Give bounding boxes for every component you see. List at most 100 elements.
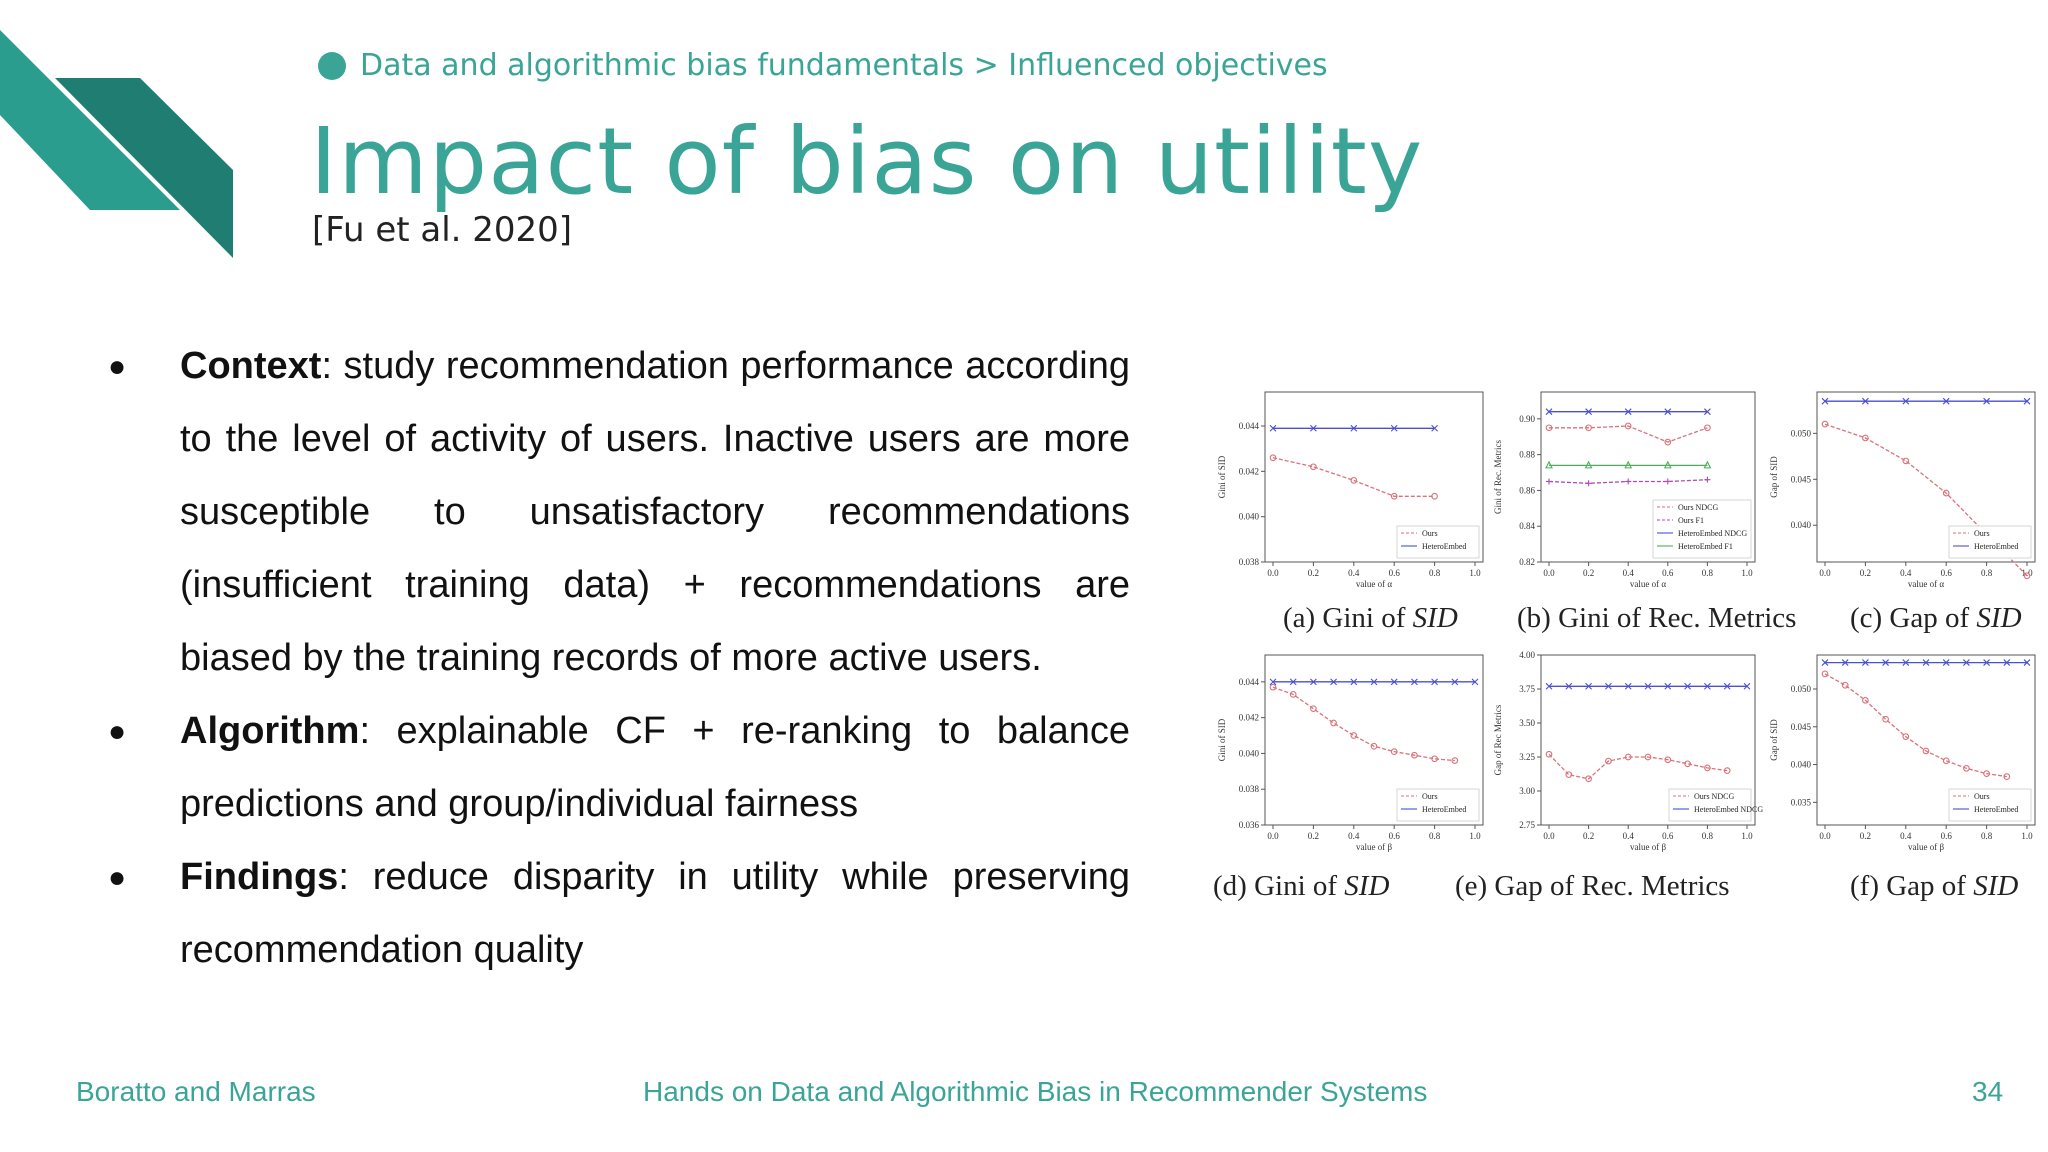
bullet-text: : reduce disparity in utility while pres… — [180, 856, 1130, 971]
x-tick-label: 0.8 — [1981, 568, 1993, 578]
data-point — [1584, 460, 1593, 469]
data-point — [1624, 460, 1633, 469]
y-tick-label: 0.036 — [1239, 820, 1260, 830]
page-title: Impact of bias on utility — [310, 108, 1424, 215]
bullet-head: Context — [180, 345, 322, 387]
legend-box — [1396, 788, 1480, 822]
data-point — [1350, 678, 1358, 686]
legend-label: Ours NDCG — [1694, 792, 1734, 801]
data-point — [1545, 682, 1553, 690]
x-tick-label: 0.6 — [1389, 831, 1401, 841]
data-point — [1289, 678, 1297, 686]
data-point — [1983, 659, 1990, 666]
series-line — [1549, 425, 1708, 443]
y-tick-label: 0.045 — [1791, 722, 1812, 732]
data-point — [1269, 454, 1277, 462]
data-point — [1983, 397, 1990, 405]
data-point — [1390, 748, 1398, 755]
legend-label: HeteroEmbed F1 — [1678, 542, 1733, 551]
data-point — [1942, 489, 1950, 497]
y-tick-label: 0.82 — [1519, 557, 1535, 567]
caption-f: (f) Gap of SID — [1850, 870, 2019, 902]
x-tick-label: 0.4 — [1900, 831, 1912, 841]
legend-box — [1668, 788, 1752, 822]
legend-label: HeteroEmbed NDCG — [1694, 805, 1763, 814]
data-point — [1411, 678, 1418, 686]
data-point — [1350, 424, 1358, 432]
y-tick-label: 0.044 — [1239, 421, 1260, 431]
chart-panel-0: 0.038 0.040 0.042 0.044 0.0 0.2 0.4 0.6 0.8 1.0 va… — [1217, 391, 1484, 589]
chart-panels: 0.038 0.040 0.042 0.044 0.0 0.2 0.4 0.6 0.8 1.0 va… — [1217, 391, 2036, 852]
breadcrumb-text: Data and algorithmic bias fundamentals >… — [360, 48, 1328, 83]
y-tick-label: 0.86 — [1519, 485, 1535, 495]
y-tick-label: 0.040 — [1239, 512, 1260, 522]
x-tick-label: 0.6 — [1941, 831, 1953, 841]
series-line — [1824, 423, 2028, 577]
citation: [Fu et al. 2020] — [312, 210, 573, 250]
x-tick-label: 0.2 — [1860, 831, 1871, 841]
y-tick-label: 4.00 — [1519, 650, 1535, 660]
data-point — [1644, 682, 1652, 690]
x-tick-label: 1.0 — [1741, 568, 1753, 578]
data-point — [1310, 678, 1317, 686]
data-point — [1330, 719, 1337, 727]
y-tick-label: 0.050 — [1791, 684, 1812, 694]
chart-panel-5: 0.035 0.040 0.045 0.050 0.0 0.2 0.4 0.6 0.8 1.0 va… — [1769, 654, 2036, 852]
data-point — [1330, 678, 1337, 686]
data-point — [1624, 422, 1632, 430]
caption-e: (e) Gap of Rec. Metrics — [1455, 870, 1730, 902]
y-tick-label: 0.050 — [1791, 428, 1812, 438]
bullet-text: : explainable CF + re-ranking to balance… — [180, 710, 1130, 825]
data-point — [1310, 705, 1317, 713]
bullet-head: Algorithm — [180, 710, 360, 752]
legend-label: Ours F1 — [1678, 516, 1704, 525]
data-point — [1664, 756, 1672, 764]
x-tick-label: 0.0 — [1543, 568, 1555, 578]
data-point — [1605, 757, 1612, 765]
data-point — [1565, 682, 1573, 690]
x-tick-label: 1.0 — [2021, 831, 2033, 841]
legend-label: Ours — [1974, 529, 1990, 538]
bullet-findings: ● Findings: reduce disparity in utility … — [100, 841, 1130, 987]
x-axis-label: value of α — [1630, 579, 1666, 589]
x-tick-label: 0.0 — [1267, 831, 1279, 841]
data-point — [1269, 424, 1277, 432]
legend-label: HeteroEmbed — [1422, 542, 1466, 551]
y-tick-label: 3.75 — [1519, 684, 1535, 694]
data-point — [1862, 659, 1869, 666]
data-point — [1625, 478, 1632, 485]
y-tick-label: 0.042 — [1239, 713, 1259, 723]
legend-label: Ours — [1974, 792, 1990, 801]
y-tick-label: 0.88 — [1519, 450, 1535, 460]
data-point — [1390, 492, 1398, 500]
footer-course: Hands on Data and Algorithmic Bias in Re… — [643, 1076, 1428, 1107]
data-point — [1902, 457, 1910, 465]
data-point — [1684, 760, 1691, 768]
data-point — [1862, 696, 1869, 704]
data-point — [1585, 480, 1592, 487]
series-line — [1272, 686, 1455, 762]
bullet-context: ● Context: study recommendation performa… — [100, 330, 1130, 695]
x-tick-label: 1.0 — [1469, 568, 1481, 578]
data-point — [2003, 659, 2011, 666]
data-point — [1431, 755, 1438, 763]
x-tick-label: 0.8 — [1981, 831, 1993, 841]
x-tick-label: 0.2 — [1308, 831, 1319, 841]
data-point — [1390, 424, 1398, 432]
x-axis-label: value of β — [1356, 842, 1392, 852]
y-tick-label: 0.040 — [1239, 748, 1260, 758]
x-tick-label: 0.2 — [1860, 568, 1871, 578]
data-point — [1922, 747, 1930, 755]
data-point — [1704, 764, 1711, 772]
data-point — [1841, 681, 1849, 689]
data-point — [1841, 659, 1849, 666]
y-axis-label: Gap of SID — [1769, 719, 1779, 761]
legend-box — [1396, 525, 1480, 559]
data-point — [1289, 691, 1297, 698]
y-tick-label: 0.038 — [1239, 784, 1260, 794]
y-tick-label: 0.040 — [1791, 520, 1812, 530]
data-point — [1882, 715, 1889, 723]
x-tick-label: 0.8 — [1429, 831, 1441, 841]
data-point — [1704, 424, 1711, 432]
